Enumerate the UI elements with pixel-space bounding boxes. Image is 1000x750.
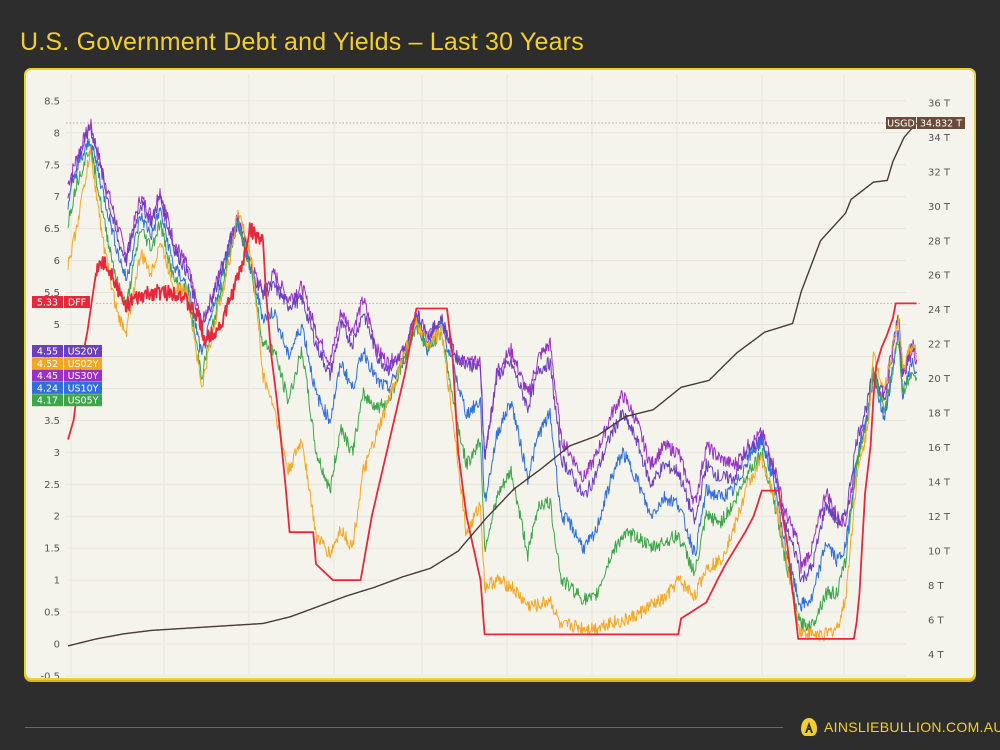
brand-link[interactable]: AINSLIEBULLION.COM.AU (800, 717, 1000, 737)
left-axis-tick: 6.5 (44, 224, 60, 235)
svg-text:US20Y: US20Y (68, 347, 99, 358)
svg-text:USGD: USGD (887, 119, 915, 130)
right-axis-tick: 8 T (928, 581, 945, 592)
right-axis-tick: 24 T (928, 305, 951, 316)
right-axis-tick: 12 T (928, 512, 951, 523)
right-axis-tick: 26 T (928, 271, 951, 282)
right-axis-tick: 22 T (928, 340, 951, 351)
svg-text:US30Y: US30Y (68, 371, 99, 382)
left-axis-tick: 2.5 (44, 480, 60, 491)
svg-text:US02Y: US02Y (68, 359, 99, 370)
right-axis-tick: 10 T (928, 547, 951, 558)
right-axis-tick: 14 T (928, 478, 951, 489)
svg-text:US10Y: US10Y (68, 383, 99, 394)
brand-text: AINSLIEBULLION.COM.AU (824, 719, 1000, 735)
badge-us10y: 4.24 US10Y (32, 381, 102, 394)
svg-text:DFF: DFF (68, 298, 86, 309)
ainslie-logo-icon (801, 718, 817, 736)
svg-text:4.52: 4.52 (37, 359, 58, 370)
chart-panel: 8.587.576.565.554.543.532.521.510.50-0.5… (24, 68, 976, 680)
right-axis-tick: 28 T (928, 236, 951, 247)
left-axis-tick: 3.5 (44, 416, 60, 427)
svg-text:4.55: 4.55 (37, 347, 58, 358)
svg-text:4.17: 4.17 (37, 396, 58, 407)
badge-us20y: 4.55 US20Y (32, 345, 102, 358)
right-axis-tick: 34 T (928, 133, 951, 144)
svg-text:4.45: 4.45 (37, 371, 58, 382)
badge-usgd: USGD 34.832 T (886, 117, 965, 130)
left-axis-tick: -0.5 (40, 671, 60, 678)
right-axis-tick: 6 T (928, 616, 945, 627)
series-line-usgd (67, 122, 918, 647)
badge-us30y: 4.45 US30Y (32, 369, 102, 382)
right-axis-tick: 32 T (928, 167, 951, 178)
series-line-us20y (67, 124, 917, 583)
chart-title: U.S. Government Debt and Yields – Last 3… (20, 28, 584, 56)
left-axis-tick: 5.5 (44, 288, 60, 299)
badge-dff: 5.33 DFF (32, 296, 90, 309)
svg-text:5.33: 5.33 (37, 298, 58, 309)
right-axis-tick: 36 T (928, 98, 951, 109)
svg-text:US05Y: US05Y (68, 396, 99, 407)
badge-us02y: 4.52 US02Y (32, 357, 102, 370)
right-axis-tick: 30 T (928, 202, 951, 213)
left-axis-tick: 0 (54, 640, 60, 651)
right-axis-tick: 20 T (928, 374, 951, 385)
left-axis-tick: 2 (54, 512, 60, 523)
series-line-us02y (67, 146, 918, 642)
series-line-dff (67, 222, 917, 640)
left-axis-tick: 5 (54, 320, 60, 331)
svg-text:4.24: 4.24 (37, 383, 58, 394)
series-line-us10y (67, 138, 918, 612)
left-axis-tick: 8.5 (44, 96, 60, 107)
chart-plot: 8.587.576.565.554.543.532.521.510.50-0.5… (32, 74, 965, 678)
right-axis-tick: 4 T (928, 650, 945, 661)
right-axis-tick: 18 T (928, 409, 951, 420)
left-axis-tick: 3 (54, 448, 60, 459)
left-axis-tick: 1.5 (44, 544, 60, 555)
left-axis-tick: 8 (54, 128, 60, 139)
right-axis-tick: 16 T (928, 443, 951, 454)
svg-text:34.832 T: 34.832 T (920, 119, 962, 130)
left-axis-tick: 1 (54, 576, 60, 587)
left-axis-tick: 7 (54, 192, 60, 203)
left-axis-tick: 6 (54, 256, 60, 267)
left-axis-tick: 7.5 (44, 160, 60, 171)
left-axis-tick: 0.5 (44, 608, 60, 619)
badge-us05y: 4.17 US05Y (32, 394, 102, 407)
footer-divider (25, 727, 783, 728)
